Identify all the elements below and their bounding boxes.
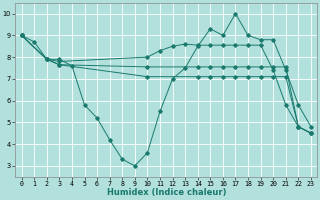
X-axis label: Humidex (Indice chaleur): Humidex (Indice chaleur) xyxy=(107,188,226,197)
